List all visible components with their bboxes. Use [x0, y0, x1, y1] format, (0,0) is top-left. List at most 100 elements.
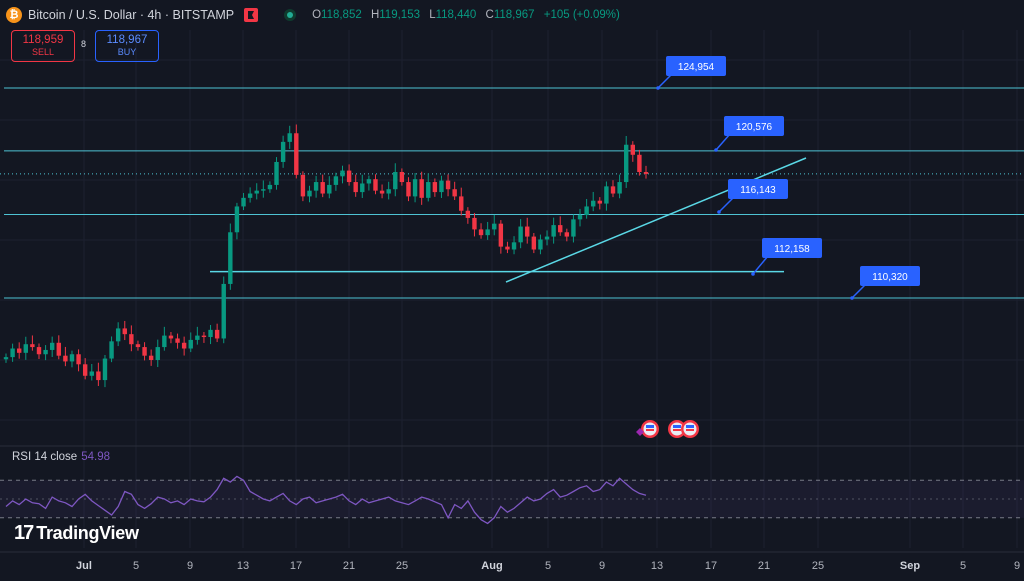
candle	[386, 181, 391, 200]
callout-label: 116,143	[740, 185, 776, 196]
ascending-trendline[interactable]	[505, 157, 807, 283]
tradingview-logo[interactable]: 17 TradingView	[14, 522, 139, 545]
candle	[23, 336, 28, 360]
trendline-group[interactable]	[505, 157, 807, 283]
candle	[135, 340, 141, 351]
candle	[3, 353, 9, 363]
time-axis-label: 5	[133, 560, 139, 572]
candle-body	[43, 349, 48, 355]
horizontal-price-lines[interactable]	[0, 87, 1024, 299]
event-flag-icon[interactable]	[668, 420, 686, 438]
candle-body	[208, 329, 213, 338]
candle-body	[419, 179, 424, 198]
candle-body	[307, 190, 312, 197]
candle-body	[49, 342, 55, 350]
candle	[49, 336, 55, 357]
candle-body	[261, 189, 266, 191]
candle	[102, 354, 108, 388]
price-callouts[interactable]: 124,954 120,576 116,143 112,158 110,320	[656, 56, 920, 300]
candle	[96, 362, 101, 386]
candle-body	[188, 339, 193, 349]
callout-anchor	[656, 86, 660, 90]
price-callout[interactable]: 116,143	[717, 179, 788, 214]
candle-body	[624, 144, 629, 183]
candle-body	[558, 225, 563, 233]
candle-body	[551, 225, 556, 237]
candle	[340, 165, 345, 184]
candle-body	[287, 133, 292, 142]
candle-body	[155, 347, 160, 360]
candle-body	[637, 154, 642, 173]
candle	[412, 173, 418, 203]
candle-body	[30, 344, 35, 348]
candle	[221, 276, 226, 344]
candle	[399, 168, 405, 186]
time-axis[interactable]: Jul 5 9 13 17 21 25 Aug 5 9 13 17 21 25 Sep 5 9	[0, 551, 1024, 572]
callout-anchor	[751, 272, 755, 276]
candle-body	[584, 206, 589, 216]
candle-body	[168, 335, 174, 339]
time-axis-label: 21	[758, 560, 770, 572]
candle-body	[610, 186, 616, 194]
open-value: 118,852	[321, 9, 362, 21]
candle-body	[274, 161, 279, 185]
tradingview-logo-icon: 17	[14, 522, 34, 544]
market-status-icon[interactable]	[284, 9, 297, 21]
callout-anchor	[714, 148, 718, 152]
candle-body	[280, 141, 286, 162]
candle	[551, 217, 556, 244]
time-axis-label: Aug	[481, 560, 502, 572]
sell-label: SELL	[31, 47, 55, 57]
callout-label: 120,576	[736, 122, 773, 133]
candle-body	[201, 335, 207, 338]
sell-button[interactable]: 118,959 SELL	[11, 30, 75, 62]
low-value: 118,440	[435, 9, 477, 21]
tradingview-logo-text: TradingView	[36, 523, 139, 543]
candle-body	[485, 229, 490, 236]
buy-label: BUY	[117, 47, 137, 57]
time-axis-label: 25	[396, 560, 408, 572]
candle-body	[505, 246, 510, 250]
buy-button[interactable]: 118,967 BUY	[95, 30, 159, 62]
price-callout[interactable]: 120,576	[714, 116, 784, 152]
flag-icon[interactable]	[244, 8, 259, 22]
rsi-legend[interactable]: RSI 14 close 54.98	[12, 451, 110, 463]
candle-body	[148, 355, 154, 360]
price-callout[interactable]: 110,320	[850, 266, 920, 300]
candle-body	[69, 354, 75, 362]
candle	[485, 221, 490, 240]
candle	[129, 325, 134, 352]
candle-body	[175, 338, 180, 343]
event-flag-icon[interactable]	[681, 420, 699, 438]
event-badge-stripe	[686, 429, 694, 431]
candle-body	[181, 342, 187, 349]
event-diamond-icon[interactable]	[636, 428, 644, 436]
event-markers[interactable]	[636, 420, 699, 438]
symbol-title[interactable]: Bitcoin / U.S. Dollar · 4h · BITSTAMP	[28, 8, 235, 22]
candle-body	[228, 232, 233, 284]
candle-body	[320, 182, 325, 194]
callout-box	[728, 179, 788, 199]
callout-pointer	[657, 73, 673, 89]
close-value: 118,967	[493, 9, 535, 21]
high-value: 119,153	[379, 9, 420, 21]
event-flag-icon[interactable]	[641, 420, 659, 438]
candle-body	[162, 335, 167, 348]
time-axis-label: 13	[651, 560, 663, 572]
candle	[89, 364, 94, 381]
candle	[327, 176, 332, 199]
price-callout[interactable]: 112,158	[751, 238, 822, 276]
time-axis-label: 17	[290, 560, 302, 572]
symbol-header: ₿ Bitcoin / U.S. Dollar · 4h · BITSTAMP …	[6, 4, 626, 26]
candle	[505, 241, 510, 254]
candle	[373, 174, 378, 195]
candle	[69, 350, 75, 368]
candle-body	[109, 341, 114, 359]
candle-body	[300, 174, 306, 197]
candle	[63, 346, 68, 367]
close-label: C	[485, 9, 494, 21]
price-callout[interactable]: 124,954	[656, 56, 726, 90]
open-label: O	[312, 9, 322, 21]
